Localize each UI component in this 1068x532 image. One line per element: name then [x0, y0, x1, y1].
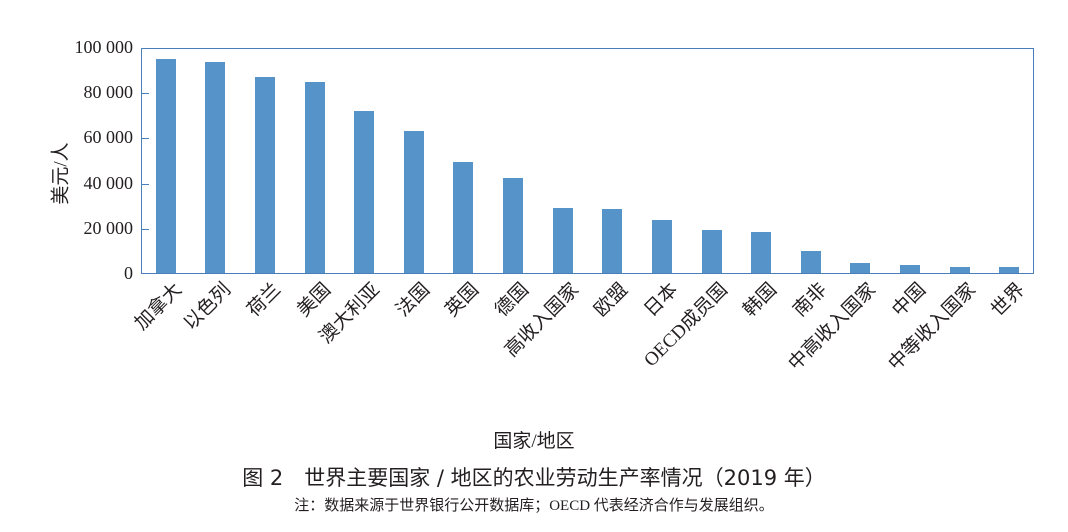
bar [999, 266, 1020, 273]
y-tick-mark [142, 228, 149, 230]
plot-area [141, 48, 1034, 274]
y-tick-label: 80 000 [83, 82, 134, 103]
x-category-label: 日本 [640, 279, 683, 322]
bar [503, 178, 524, 273]
bar [651, 219, 672, 273]
y-tick-mark [142, 183, 149, 185]
bar [205, 62, 226, 273]
y-tick-mark [142, 138, 149, 140]
x-category-label: 南非 [789, 279, 831, 322]
x-category-label: 英国 [441, 279, 484, 322]
bar [751, 232, 772, 273]
bar [602, 209, 623, 273]
figure-title: 图 2 世界主要国家 / 地区的农业劳动生产率情况（2019 年） [242, 466, 826, 490]
y-tick-label: 20 000 [83, 217, 134, 238]
bar [552, 207, 573, 273]
y-tick-label: 0 [124, 263, 133, 283]
y-tick-label: 40 000 [83, 172, 134, 193]
x-category-label: 欧盟 [590, 279, 633, 322]
bar [255, 77, 276, 273]
bar [403, 130, 424, 273]
x-category-label: 法国 [392, 279, 435, 322]
bar [155, 59, 176, 273]
bar [304, 82, 325, 273]
x-category-label: 美国 [293, 279, 335, 322]
figure-note: 注：数据来源于世界银行公开数据库；OECD 代表经济合作与发展组织。 [294, 498, 774, 514]
bar [701, 230, 722, 273]
bar [949, 266, 970, 273]
x-category-label: 荷兰 [243, 279, 286, 322]
y-tick-label: 100 000 [74, 37, 134, 57]
bar [453, 161, 474, 273]
y-axis-label: 美元/人 [50, 142, 72, 205]
x-category-label: 以色列 [180, 279, 236, 335]
x-category-label: 德国 [491, 279, 534, 322]
bar [850, 262, 871, 273]
x-category-label: 加拿大 [130, 279, 186, 335]
x-axis-label: 国家/地区 [493, 431, 575, 452]
bar [899, 265, 920, 273]
bar [354, 111, 375, 273]
x-category-label: 世界 [987, 279, 1030, 322]
bar [800, 250, 821, 273]
y-tick-label: 60 000 [83, 127, 134, 148]
x-category-label: 中国 [888, 279, 931, 322]
x-category-label: 韩国 [739, 279, 782, 322]
y-tick-mark [142, 93, 149, 95]
